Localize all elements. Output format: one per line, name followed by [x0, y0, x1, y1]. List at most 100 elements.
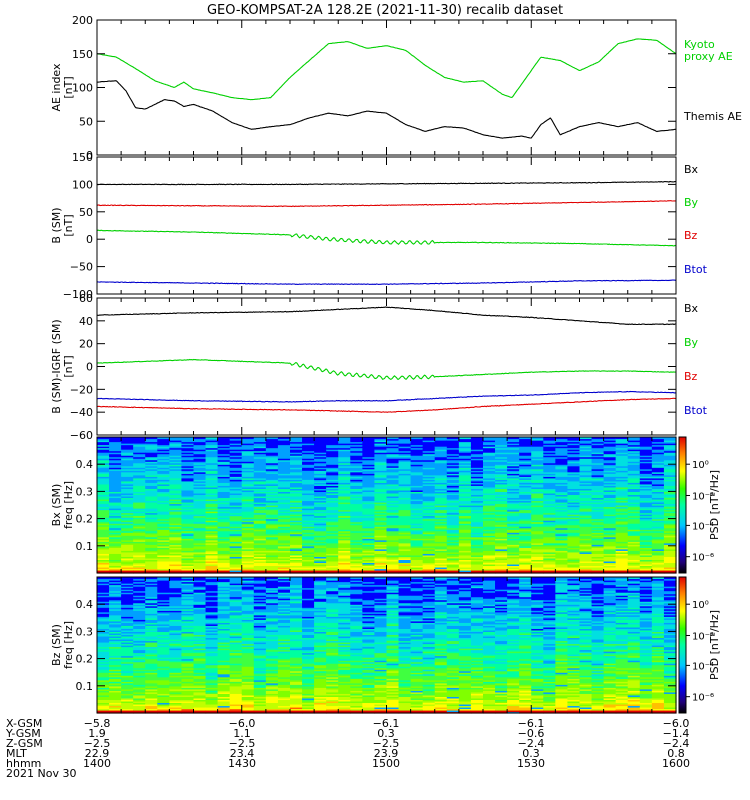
spectrogram-cell [133, 492, 146, 496]
spectrogram-cell [495, 455, 508, 458]
spectrogram-cell [277, 530, 291, 533]
spectrogram-cell [651, 489, 665, 492]
spectrogram-cell [121, 655, 134, 658]
spectrogram-cell [458, 477, 472, 480]
spectrogram-cell [157, 468, 170, 471]
spectrogram-cell [663, 547, 677, 550]
spectrogram-cell [97, 497, 110, 500]
spectrogram-cell [398, 459, 412, 462]
spectrogram-cell [483, 479, 496, 482]
spectrogram-cell [639, 501, 653, 505]
spectrogram-cell [169, 459, 183, 462]
spectrogram-cell [398, 563, 412, 567]
spectrogram-cell [350, 559, 363, 562]
spectrogram-cell [422, 521, 436, 524]
spectrogram-cell [241, 461, 255, 464]
spectrogram-cell [579, 444, 593, 447]
spectrogram-cell [265, 500, 279, 503]
spectrogram-cell [302, 482, 315, 485]
spectrogram-cell [169, 446, 183, 449]
spectrogram-cell [302, 514, 315, 517]
spectrogram-cell [290, 486, 303, 489]
spectrogram-cell [519, 538, 532, 541]
spectrogram-cell [603, 560, 617, 564]
spectrogram-cell [350, 506, 363, 509]
spectrogram-cell [374, 547, 388, 550]
spectrogram-cell [398, 503, 412, 506]
spectrogram-cell [627, 517, 641, 520]
spectrogram-cell [241, 441, 255, 444]
spectrogram-cell [651, 444, 665, 447]
spectrogram-cell [241, 562, 255, 565]
spectrogram-cell [398, 560, 412, 564]
spectrogram-cell [217, 491, 231, 494]
spectrogram-cell [495, 500, 508, 503]
spectrogram-cell [639, 491, 653, 494]
spectrogram-cell [109, 494, 122, 497]
spectrogram-cell [193, 500, 207, 503]
spectrogram-cell [205, 437, 219, 440]
spectrogram-cell [181, 539, 195, 542]
spectrogram-cell [241, 550, 255, 553]
spectrogram-cell [217, 501, 231, 505]
spectrogram-cell [133, 682, 146, 685]
spectrogram-cell [169, 464, 183, 467]
spectrogram-cell [326, 526, 339, 529]
spectrogram-cell [290, 485, 303, 488]
spectrogram-cell [97, 485, 110, 488]
spectrogram-cell [205, 459, 219, 462]
spectrogram-cell [217, 560, 231, 564]
spectrogram-cell [133, 514, 146, 517]
spectrogram-cell [109, 605, 122, 608]
colorbar [678, 436, 687, 574]
spectrogram-cell [615, 539, 629, 542]
spectrogram-cell [362, 458, 376, 461]
spectrogram-cell [302, 538, 315, 541]
spectrogram-cell [109, 654, 122, 657]
spectrogram-cell [326, 539, 339, 542]
spectrogram-cell [627, 441, 641, 444]
spectrogram-cell [519, 449, 532, 452]
spectrogram-cell [615, 569, 629, 573]
spectrogram-cell [350, 518, 363, 521]
spectrogram-cell [627, 542, 641, 545]
spectrogram-cell [133, 643, 146, 646]
spectrogram-cell [265, 554, 279, 557]
spectrogram-cell [374, 476, 388, 479]
spectrogram-cell [145, 557, 158, 560]
spectrogram-cell [615, 495, 629, 499]
spectrogram-cell [97, 640, 110, 643]
spectrogram-cell [555, 560, 569, 564]
spectrogram-cell [663, 440, 677, 443]
spectrogram-cell [133, 471, 146, 474]
spectrogram-cell [434, 553, 448, 556]
spectrogram-cell [314, 521, 327, 524]
spectrogram-cell [627, 520, 641, 523]
spectrogram-cell [133, 658, 146, 661]
spectrogram-cell [181, 489, 195, 492]
spectrogram-cell [567, 482, 581, 485]
spectrogram-cell [531, 511, 544, 514]
spectrogram-cell [651, 437, 665, 440]
spectrogram-cell [97, 581, 110, 584]
spectrogram-cell [109, 554, 122, 557]
spectrogram-cell [374, 447, 388, 450]
spectrogram-cell [434, 468, 448, 471]
spectrogram-cell [109, 514, 122, 517]
spectrogram-cell [398, 450, 412, 453]
spectrogram-cell [145, 477, 158, 480]
spectrogram-cell [519, 568, 532, 571]
spectrogram-cell [374, 461, 388, 464]
panel-frame [96, 297, 677, 436]
spectrogram-cell [350, 547, 363, 550]
spectrogram-cell [157, 471, 170, 474]
spectrogram-cell [314, 464, 327, 467]
spectrogram-cell [133, 703, 146, 707]
spectrogram-cell [338, 547, 351, 550]
spectrogram-cell [338, 544, 351, 547]
spectrogram-cell [350, 449, 363, 452]
spectrogram-cell [458, 541, 472, 544]
spectrogram-cell [458, 532, 472, 535]
spectrogram-cell [470, 474, 484, 477]
